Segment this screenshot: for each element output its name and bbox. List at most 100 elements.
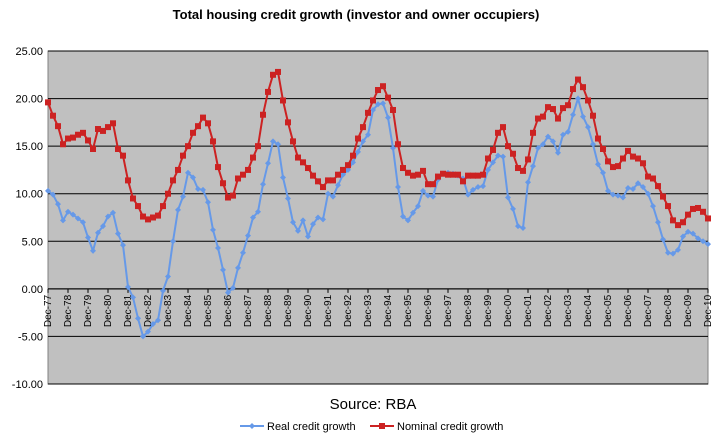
data-point-real-credit-growth xyxy=(385,114,391,121)
data-point-real-credit-growth xyxy=(135,315,141,322)
data-point-real-credit-growth xyxy=(150,321,156,328)
data-point-nominal-credit-growth xyxy=(45,99,51,106)
data-point-real-credit-growth xyxy=(130,294,136,301)
x-tick-label: Dec-05 xyxy=(603,294,614,327)
data-point-nominal-credit-growth xyxy=(60,141,66,148)
data-point-nominal-credit-growth xyxy=(470,172,476,179)
data-point-nominal-credit-growth xyxy=(460,178,466,185)
data-point-nominal-credit-growth xyxy=(300,159,306,166)
legend: Real credit growth Nominal credit growth xyxy=(240,421,503,433)
data-point-real-credit-growth xyxy=(60,217,66,224)
data-point-real-credit-growth xyxy=(555,149,561,156)
data-point-nominal-credit-growth xyxy=(135,203,141,210)
data-point-real-credit-growth xyxy=(675,246,681,253)
x-tick-label: Dec-02 xyxy=(543,294,554,327)
data-point-real-credit-growth xyxy=(155,317,161,324)
data-point-real-credit-growth xyxy=(500,153,506,160)
x-tick-label: Dec-97 xyxy=(443,294,454,327)
data-point-real-credit-growth xyxy=(415,203,421,210)
data-point-nominal-credit-growth xyxy=(115,145,121,152)
x-tick-label: Dec-81 xyxy=(123,294,134,327)
x-tick-label: Dec-80 xyxy=(103,294,114,327)
data-point-real-credit-growth xyxy=(695,235,701,242)
data-point-real-credit-growth xyxy=(280,174,286,181)
data-point-real-credit-growth xyxy=(120,242,126,249)
data-point-real-credit-growth xyxy=(580,113,586,120)
data-point-nominal-credit-growth xyxy=(365,109,371,116)
x-tick-label: Dec-82 xyxy=(143,294,154,327)
data-point-real-credit-growth xyxy=(540,141,546,148)
data-point-nominal-credit-growth xyxy=(645,173,651,180)
data-point-real-credit-growth xyxy=(355,148,361,155)
data-point-real-credit-growth xyxy=(480,183,486,190)
data-point-real-credit-growth xyxy=(610,191,616,198)
data-point-nominal-credit-growth xyxy=(420,167,426,174)
data-point-nominal-credit-growth xyxy=(230,192,236,199)
data-point-real-credit-growth xyxy=(195,185,201,192)
gridlines xyxy=(48,50,708,385)
data-point-real-credit-growth xyxy=(700,238,706,245)
data-point-nominal-credit-growth xyxy=(235,175,241,182)
data-point-nominal-credit-growth xyxy=(150,214,156,221)
data-point-real-credit-growth xyxy=(250,214,256,221)
data-point-real-credit-growth xyxy=(145,328,151,335)
data-point-nominal-credit-growth xyxy=(140,213,146,220)
y-tick-label: 15.00 xyxy=(15,141,43,153)
data-point-real-credit-growth xyxy=(405,217,411,224)
data-point-nominal-credit-growth xyxy=(245,166,251,173)
x-axis: Dec-77 Dec-78 Dec-79 Dec-80 Dec-81 Dec-82 Dec-… xyxy=(43,288,714,327)
data-point-nominal-credit-growth xyxy=(80,129,86,136)
x-tick-label: Dec-06 xyxy=(623,294,634,327)
data-point-nominal-credit-growth xyxy=(615,163,621,170)
data-point-real-credit-growth xyxy=(200,186,206,193)
data-point-real-credit-growth xyxy=(305,233,311,240)
x-tick-label: Dec-93 xyxy=(363,294,374,327)
x-tick-label: Dec-91 xyxy=(323,294,334,327)
data-point-nominal-credit-growth xyxy=(260,111,266,118)
data-point-real-credit-growth xyxy=(75,215,81,222)
x-tick-label: Dec-96 xyxy=(423,294,434,327)
x-tick-label: Dec-87 xyxy=(243,294,254,327)
data-point-nominal-credit-growth xyxy=(515,165,521,172)
data-point-real-credit-growth xyxy=(100,223,106,230)
data-point-nominal-credit-growth xyxy=(370,97,376,104)
data-point-nominal-credit-growth xyxy=(445,171,451,178)
data-point-real-credit-growth xyxy=(140,333,146,340)
data-point-nominal-credit-growth xyxy=(575,76,581,83)
x-tick-label: Dec-09 xyxy=(683,294,694,327)
data-point-nominal-credit-growth xyxy=(390,106,396,113)
data-point-nominal-credit-growth xyxy=(635,155,641,162)
data-point-nominal-credit-growth xyxy=(530,129,536,136)
x-tick-label: Dec-85 xyxy=(203,294,214,327)
x-tick-label: Dec-98 xyxy=(463,294,474,327)
data-point-real-credit-growth xyxy=(395,184,401,191)
data-point-real-credit-growth xyxy=(420,187,426,194)
data-point-nominal-credit-growth xyxy=(380,83,386,90)
data-point-real-credit-growth xyxy=(310,221,316,228)
data-point-nominal-credit-growth xyxy=(375,87,381,94)
data-point-nominal-credit-growth xyxy=(130,195,136,202)
data-point-nominal-credit-growth xyxy=(705,215,711,222)
data-point-nominal-credit-growth xyxy=(680,219,686,226)
data-point-real-credit-growth xyxy=(55,201,61,208)
x-tick-label: Dec-89 xyxy=(283,294,294,327)
x-tick-label: Dec-84 xyxy=(183,294,194,327)
data-point-nominal-credit-growth xyxy=(455,171,461,178)
legend-marker-real-credit-growth xyxy=(249,423,255,429)
data-point-nominal-credit-growth xyxy=(670,217,676,224)
data-point-real-credit-growth xyxy=(265,160,271,167)
y-tick-label: -10.00 xyxy=(12,379,43,391)
data-point-nominal-credit-growth xyxy=(145,216,151,223)
y-tick-label: 10.00 xyxy=(15,189,43,201)
data-point-real-credit-growth xyxy=(550,138,556,145)
y-axis-tick-labels: -10.00 -5.00 0.00 5.00 10.00 15.00 20.00 25.00 xyxy=(12,46,43,391)
legend-label-real-credit-growth: Real credit growth xyxy=(267,421,356,433)
data-point-real-credit-growth xyxy=(80,219,86,226)
data-point-real-credit-growth xyxy=(325,190,331,197)
data-point-real-credit-growth xyxy=(465,191,471,198)
data-point-real-credit-growth xyxy=(490,159,496,166)
data-point-nominal-credit-growth xyxy=(85,137,91,144)
y-tick-label: 25.00 xyxy=(15,46,43,58)
data-point-real-credit-growth xyxy=(470,186,476,193)
